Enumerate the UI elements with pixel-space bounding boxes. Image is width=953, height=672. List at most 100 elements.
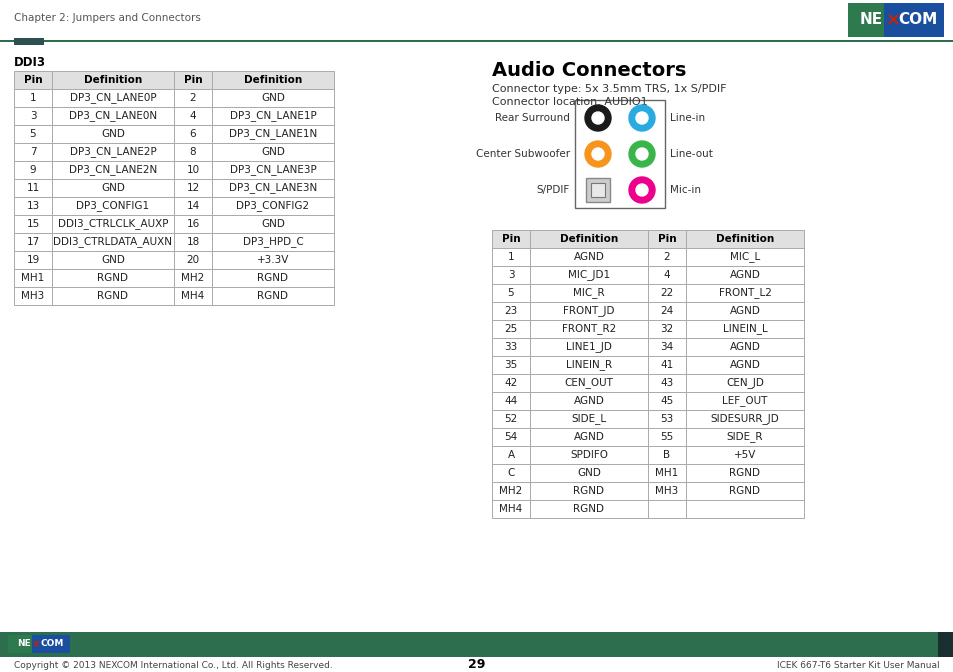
- Bar: [173, 251, 212, 269]
- Bar: [685, 446, 803, 464]
- Bar: [173, 89, 212, 107]
- Bar: [52, 89, 173, 107]
- Bar: [14, 287, 52, 305]
- Text: MH3: MH3: [655, 486, 678, 496]
- Bar: [685, 356, 803, 374]
- Bar: [647, 284, 685, 302]
- Bar: [685, 464, 803, 482]
- Text: Definition: Definition: [244, 75, 302, 85]
- Bar: [530, 392, 647, 410]
- Bar: [647, 392, 685, 410]
- Bar: [590, 183, 604, 197]
- Text: DP3_CN_LANE2P: DP3_CN_LANE2P: [70, 146, 156, 157]
- Text: MIC_JD1: MIC_JD1: [567, 269, 609, 280]
- Bar: [647, 338, 685, 356]
- Bar: [530, 482, 647, 500]
- Bar: [14, 125, 52, 143]
- Text: Line-in: Line-in: [669, 113, 704, 123]
- Bar: [647, 374, 685, 392]
- Bar: [212, 143, 334, 161]
- Text: SPDIFO: SPDIFO: [569, 450, 607, 460]
- Bar: [647, 356, 685, 374]
- Text: 54: 54: [504, 432, 517, 442]
- Text: 2: 2: [663, 252, 670, 262]
- Bar: [14, 251, 52, 269]
- Bar: [685, 248, 803, 266]
- Text: C: C: [507, 468, 515, 478]
- Text: SIDESURR_JD: SIDESURR_JD: [710, 413, 779, 425]
- Text: 29: 29: [468, 659, 485, 671]
- Bar: [685, 266, 803, 284]
- Text: GND: GND: [101, 255, 125, 265]
- Text: 1: 1: [507, 252, 514, 262]
- Text: MH1: MH1: [655, 468, 678, 478]
- Text: RGND: RGND: [97, 291, 129, 301]
- Text: AGND: AGND: [573, 432, 604, 442]
- Bar: [685, 284, 803, 302]
- Text: 14: 14: [186, 201, 199, 211]
- Text: +5V: +5V: [733, 450, 756, 460]
- Bar: [685, 230, 803, 248]
- Text: DP3_CN_LANE3P: DP3_CN_LANE3P: [230, 165, 316, 175]
- Text: GND: GND: [101, 129, 125, 139]
- Bar: [173, 107, 212, 125]
- Text: 23: 23: [504, 306, 517, 316]
- Bar: [212, 107, 334, 125]
- Bar: [52, 287, 173, 305]
- Bar: [492, 464, 530, 482]
- Text: 22: 22: [659, 288, 673, 298]
- Text: 55: 55: [659, 432, 673, 442]
- Text: Copyright © 2013 NEXCOM International Co., Ltd. All Rights Reserved.: Copyright © 2013 NEXCOM International Co…: [14, 661, 333, 669]
- Text: 2: 2: [190, 93, 196, 103]
- Text: 6: 6: [190, 129, 196, 139]
- Text: 53: 53: [659, 414, 673, 424]
- Text: MH4: MH4: [498, 504, 522, 514]
- Bar: [530, 248, 647, 266]
- Text: 20: 20: [186, 255, 199, 265]
- Text: Connector location: AUDIO1: Connector location: AUDIO1: [492, 97, 647, 107]
- Text: MH2: MH2: [498, 486, 522, 496]
- Bar: [173, 197, 212, 215]
- Text: Definition: Definition: [559, 234, 618, 244]
- Text: DP3_CN_LANE1N: DP3_CN_LANE1N: [229, 128, 316, 140]
- Text: DP3_CN_LANE0P: DP3_CN_LANE0P: [70, 93, 156, 103]
- Text: DP3_CN_LANE3N: DP3_CN_LANE3N: [229, 183, 316, 194]
- Bar: [14, 269, 52, 287]
- Bar: [52, 125, 173, 143]
- Bar: [492, 266, 530, 284]
- Bar: [575, 100, 664, 208]
- Bar: [173, 287, 212, 305]
- Text: MH1: MH1: [21, 273, 45, 283]
- Text: DDI3_CTRLCLK_AUXP: DDI3_CTRLCLK_AUXP: [58, 218, 168, 229]
- Text: GND: GND: [101, 183, 125, 193]
- Bar: [685, 374, 803, 392]
- Bar: [937, 632, 953, 657]
- Bar: [173, 143, 212, 161]
- Text: SIDE_L: SIDE_L: [571, 413, 606, 425]
- Text: RGND: RGND: [97, 273, 129, 283]
- Text: 24: 24: [659, 306, 673, 316]
- Bar: [647, 410, 685, 428]
- Text: 45: 45: [659, 396, 673, 406]
- Text: RGND: RGND: [257, 273, 288, 283]
- Circle shape: [636, 184, 647, 196]
- Text: MIC_R: MIC_R: [573, 288, 604, 298]
- Bar: [52, 143, 173, 161]
- Bar: [173, 161, 212, 179]
- Text: GND: GND: [261, 219, 285, 229]
- Text: Connector type: 5x 3.5mm TRS, 1x S/PDIF: Connector type: 5x 3.5mm TRS, 1x S/PDIF: [492, 84, 726, 94]
- Bar: [492, 482, 530, 500]
- Text: A: A: [507, 450, 514, 460]
- Text: 11: 11: [27, 183, 40, 193]
- Text: Line-out: Line-out: [669, 149, 712, 159]
- Text: AGND: AGND: [729, 360, 760, 370]
- Bar: [530, 266, 647, 284]
- Text: RGND: RGND: [257, 291, 288, 301]
- Text: AGND: AGND: [729, 270, 760, 280]
- Text: 5: 5: [30, 129, 36, 139]
- Bar: [647, 428, 685, 446]
- Bar: [14, 143, 52, 161]
- Text: 35: 35: [504, 360, 517, 370]
- Text: MIC_L: MIC_L: [729, 251, 760, 263]
- Text: S/PDIF: S/PDIF: [537, 185, 569, 195]
